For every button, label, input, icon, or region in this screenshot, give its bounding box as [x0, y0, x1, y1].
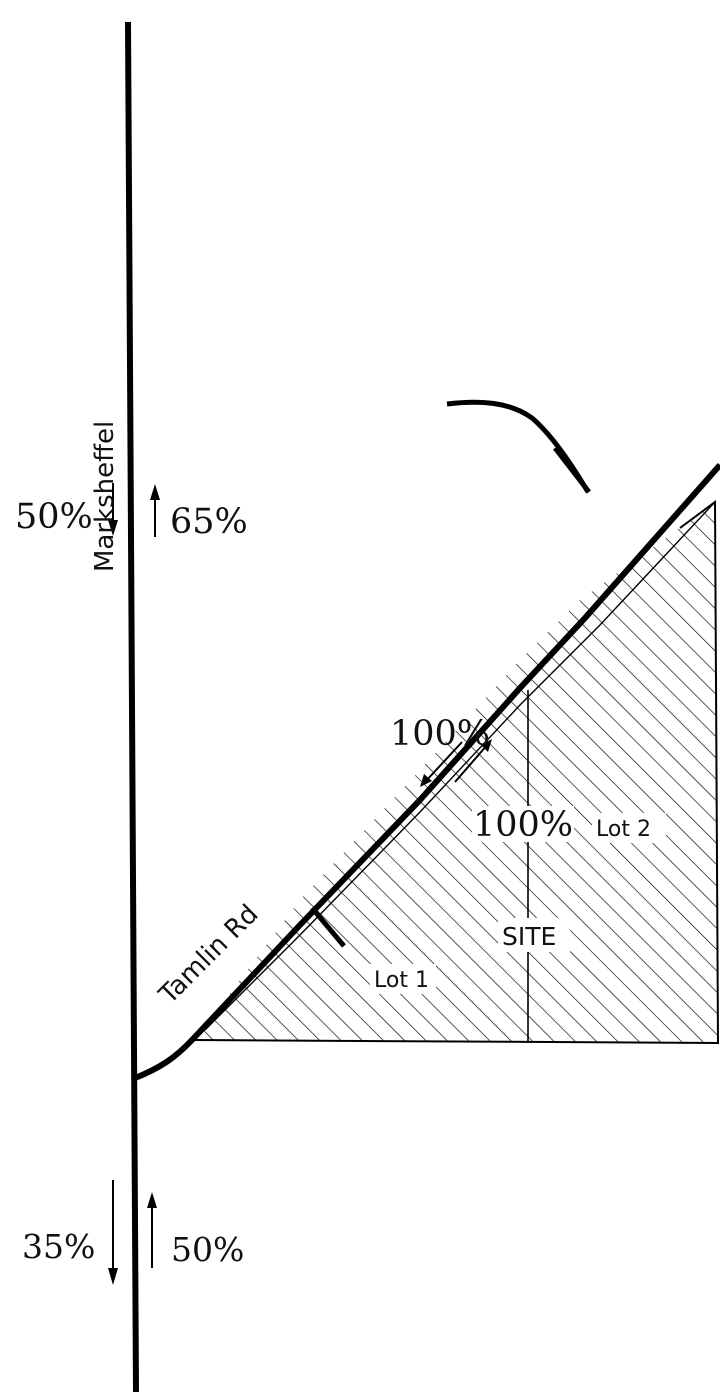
lot2-access-tick [553, 446, 591, 494]
lot-2-label: Lot 2 [596, 817, 651, 842]
site-label-bg [498, 918, 570, 952]
lot-1-label: Lot 1 [374, 968, 429, 993]
lot2-access-drive [446, 399, 591, 494]
tamlin-inbound-pct: 100% [390, 714, 490, 754]
tamlin-road [133, 463, 720, 1081]
tamlin-inbound-arrow [420, 741, 463, 787]
site-boundary [194, 500, 720, 1045]
north-southbound-pct: 50% [15, 497, 93, 537]
site-inner-edge [204, 501, 716, 1031]
marksheffel-road [125, 21, 139, 1393]
tamlin-outbound-arrow [454, 739, 492, 783]
marksheffel-label: Marksheffel [90, 421, 120, 572]
tamlin-outbound-pct: 100% [473, 805, 573, 845]
site-area [194, 500, 720, 1045]
lot2-label-bg [592, 813, 666, 843]
site-label: SITE [502, 922, 556, 951]
tamlin-outbound-pct-bg [472, 806, 574, 842]
south-southbound-arrow [108, 1180, 118, 1285]
north-southbound-arrow [108, 483, 118, 536]
lot1-label-bg [370, 964, 436, 994]
north-northbound-arrow [150, 484, 160, 537]
south-southbound-pct: 35% [22, 1227, 95, 1266]
lot1-access-tick [310, 906, 346, 948]
south-northbound-arrow [147, 1192, 157, 1268]
south-northbound-pct: 50% [171, 1230, 244, 1269]
north-northbound-pct: 65% [170, 502, 248, 542]
